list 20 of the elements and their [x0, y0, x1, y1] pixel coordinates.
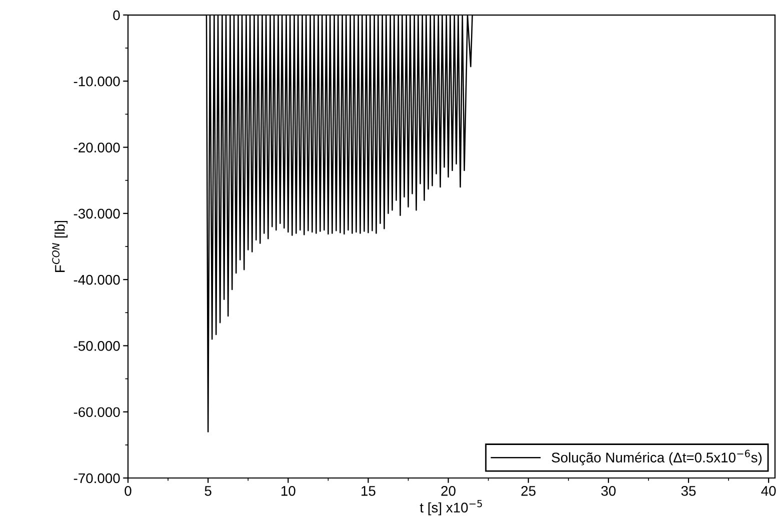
y-tick-label: 0 [113, 10, 120, 20]
x-tick-label: 0 [124, 486, 132, 496]
x-axis-title: t [s] x10$^{−5}$ [420, 500, 482, 516]
y-axis-title: F$^{CON}$ [lb] [52, 220, 68, 272]
y-tick-label: -10.000 [74, 76, 120, 86]
y-tick-label: -60.000 [74, 407, 120, 418]
x-tick-label: 35 [681, 486, 696, 496]
x-tick-label: 25 [521, 486, 536, 496]
y-tick-label: -70.000 [74, 473, 120, 484]
x-tick-label: 15 [362, 486, 376, 496]
y-tick-label: -30.000 [74, 208, 120, 219]
x-tick-label: 40 [761, 486, 776, 496]
x-tick-label: 20 [441, 486, 456, 496]
x-tick-label: 5 [204, 486, 212, 496]
x-tick-label: 10 [281, 486, 296, 496]
x-tick-label: 30 [601, 486, 616, 496]
y-tick-label: -40.000 [74, 274, 120, 285]
y-tick-label: -50.000 [74, 341, 120, 351]
legend-label: Solução Numérica (Δt=0.5x10$^{−6}$s) [552, 450, 762, 466]
y-tick-label: -20.000 [74, 142, 120, 152]
